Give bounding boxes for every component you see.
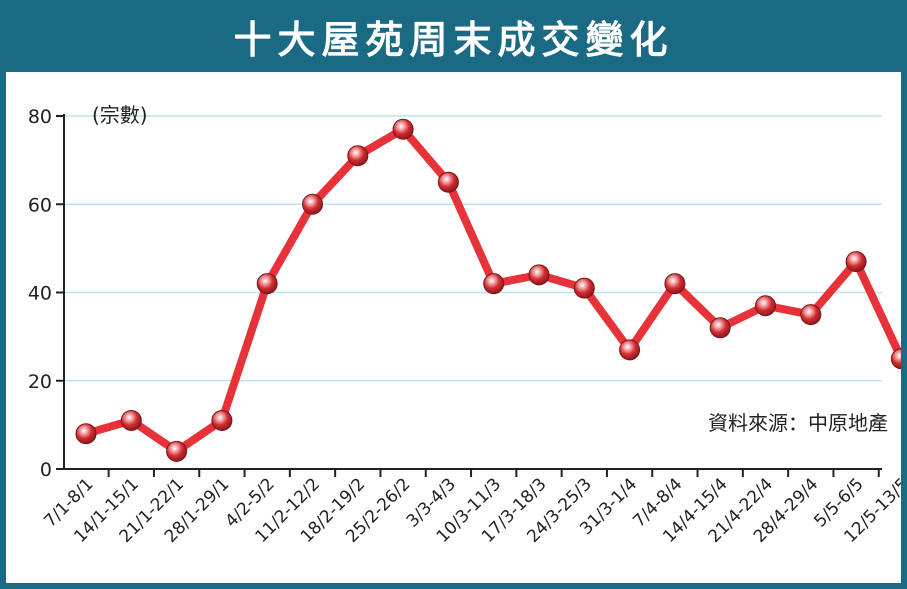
data-point bbox=[619, 339, 641, 361]
data-point bbox=[664, 273, 686, 295]
title-bar: 十大屋苑周末成交變化 bbox=[0, 0, 907, 72]
data-point bbox=[890, 348, 901, 370]
source-note: 資料來源：中原地產 bbox=[708, 411, 888, 435]
y-tick-label: 60 bbox=[28, 194, 52, 216]
y-axis-label: (宗數) bbox=[92, 103, 148, 127]
y-tick-label: 20 bbox=[28, 371, 52, 393]
y-tick-label: 40 bbox=[28, 283, 52, 305]
y-tick-label: 0 bbox=[40, 459, 52, 481]
data-point bbox=[528, 264, 550, 286]
data-point bbox=[302, 193, 323, 215]
chart-title: 十大屋苑周末成交變化 bbox=[233, 17, 674, 62]
data-point bbox=[120, 409, 142, 431]
data-point bbox=[755, 295, 776, 317]
data-point bbox=[800, 304, 822, 326]
data-point bbox=[392, 118, 414, 140]
data-point bbox=[166, 440, 188, 462]
chart-panel: 0 20 40 60 80 (宗數) 資料來源：中原地產 7/1-8/1 14/1-15/… bbox=[6, 72, 901, 583]
y-tick-label: 80 bbox=[28, 106, 52, 128]
data-point bbox=[709, 317, 731, 339]
data-point bbox=[347, 145, 369, 167]
data-point bbox=[483, 273, 505, 295]
data-point bbox=[573, 277, 595, 299]
data-point bbox=[256, 273, 278, 295]
data-point bbox=[845, 251, 867, 273]
data-point bbox=[211, 409, 233, 431]
data-point bbox=[437, 171, 459, 193]
data-point bbox=[75, 423, 97, 445]
